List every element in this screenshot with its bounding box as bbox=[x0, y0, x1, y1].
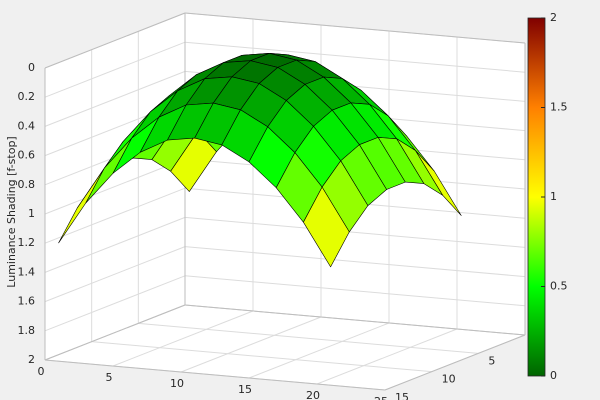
grid-line bbox=[44, 216, 186, 273]
grid-line bbox=[184, 216, 526, 248]
x-tick-label: 20 bbox=[306, 389, 320, 400]
colorbar-tick-label: 1.5 bbox=[550, 101, 568, 114]
axis-box bbox=[184, 12, 526, 44]
z-tick-label: 1.2 bbox=[18, 236, 36, 249]
grid-line bbox=[44, 187, 186, 244]
grid-line bbox=[184, 275, 526, 307]
axis-box bbox=[44, 12, 186, 69]
grid-line bbox=[184, 41, 526, 73]
grid-line bbox=[184, 246, 526, 278]
grid-line bbox=[138, 322, 479, 354]
colorbar-tick-label: 2 bbox=[550, 11, 557, 24]
z-tick-label: 2 bbox=[28, 353, 35, 366]
y-tick-label: 10 bbox=[442, 373, 456, 386]
z-tick-label: 1.4 bbox=[18, 265, 36, 278]
z-tick-label: 0.8 bbox=[18, 178, 36, 191]
z-tick-label: 0.6 bbox=[18, 149, 36, 162]
grid-line bbox=[44, 70, 186, 127]
y-tick-label: 5 bbox=[488, 354, 495, 367]
axis-box bbox=[44, 359, 386, 391]
y-tick-label: 15 bbox=[395, 391, 409, 400]
colorbar-tick-label: 1 bbox=[550, 190, 557, 203]
z-tick-label: 1.8 bbox=[18, 324, 36, 337]
z-tick-label: 0.4 bbox=[18, 119, 36, 132]
colorbar-tick-label: 0.5 bbox=[550, 280, 568, 293]
grid-line bbox=[91, 341, 432, 373]
grid-line bbox=[44, 246, 186, 303]
grid-line bbox=[316, 328, 458, 385]
grid-line bbox=[44, 41, 186, 98]
x-tick-label: 25 bbox=[374, 395, 388, 400]
z-tick-label: 1.6 bbox=[18, 295, 36, 308]
z-tick-label: 0.2 bbox=[18, 90, 36, 103]
grid-line bbox=[248, 322, 390, 379]
axis-box bbox=[384, 334, 526, 391]
x-tick-label: 0 bbox=[38, 365, 45, 378]
grid-line bbox=[44, 275, 186, 332]
colorbar-tick-label: 0 bbox=[550, 369, 557, 382]
x-tick-label: 10 bbox=[170, 377, 184, 390]
surface-patch bbox=[303, 186, 350, 268]
x-tick-label: 5 bbox=[106, 371, 113, 384]
z-tick-label: 0 bbox=[28, 61, 35, 74]
grid-line bbox=[180, 316, 322, 373]
x-tick-label: 15 bbox=[238, 383, 252, 396]
grid-line bbox=[112, 310, 254, 367]
axis-box bbox=[184, 304, 526, 336]
z-tick-label: 1 bbox=[28, 207, 35, 220]
z-axis-label: Luminance Shading [f-stop] bbox=[5, 136, 18, 287]
grid-line bbox=[44, 158, 186, 215]
axis-box bbox=[44, 304, 186, 361]
floor bbox=[45, 305, 525, 390]
